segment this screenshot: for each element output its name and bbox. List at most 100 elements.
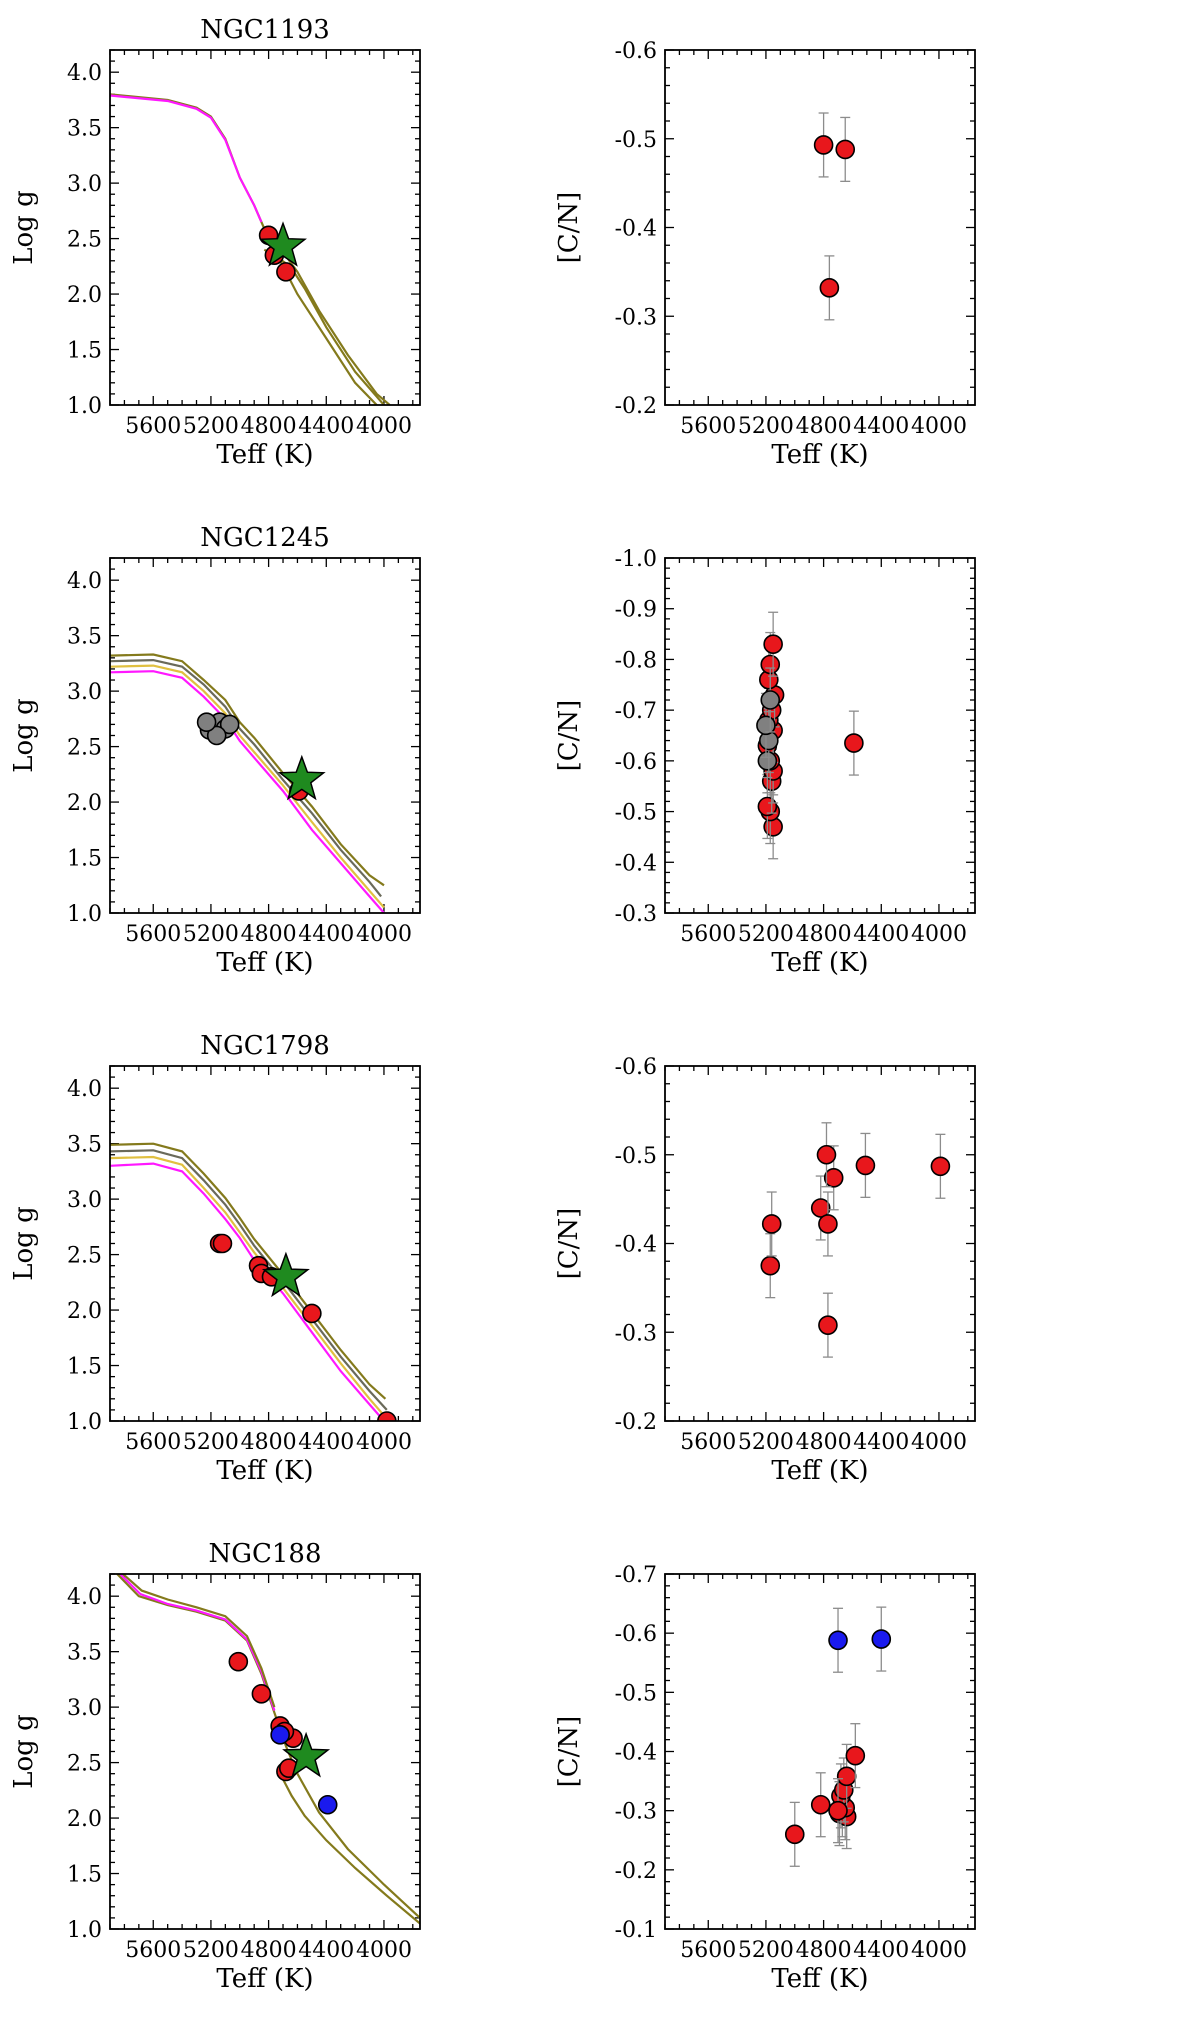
isochrone-line: [119, 1574, 276, 1711]
panel-title: NGC1193: [200, 15, 330, 45]
y-tick-label: 2.0: [67, 791, 102, 816]
y-tick-label: 1.0: [67, 1918, 102, 1943]
isochrone-line: [122, 1574, 276, 1708]
x-tick-label: 5600: [680, 1430, 736, 1455]
blue-star-marker: [828, 1630, 848, 1651]
x-tick-label: 5200: [183, 1430, 239, 1455]
y-tick-label: -0.8: [615, 648, 657, 673]
x-tick-label: 4400: [853, 414, 909, 439]
x-tick-label: 5600: [680, 1938, 736, 1963]
red-star-marker: [836, 1766, 857, 1787]
red-star-marker: [844, 733, 864, 753]
x-axis-label: Teff (K): [771, 1964, 868, 1994]
panel-title: NGC188: [208, 1539, 321, 1569]
y-tick-label: 3.0: [67, 1696, 102, 1721]
y-tick-label: -0.2: [615, 1859, 657, 1884]
panel-frame: [664, 557, 976, 914]
isochrone-line: [282, 1778, 420, 1925]
y-tick-label: -0.3: [615, 902, 657, 927]
x-tick-label: 4000: [911, 922, 967, 947]
y-tick-label: -0.7: [615, 1563, 657, 1588]
x-tick-label: 4800: [241, 1938, 297, 1963]
y-tick-label: 2.0: [67, 1807, 102, 1832]
x-tick-label: 5600: [125, 922, 181, 947]
panel-frame: [109, 1573, 421, 1930]
x-tick-label: 4000: [911, 1430, 967, 1455]
y-tick-label: -0.3: [615, 1321, 657, 1346]
y-axis-label: Log g: [9, 1206, 39, 1280]
plot-area: [784, 1606, 892, 1867]
red-star-marker: [835, 139, 856, 160]
gray-star-marker: [757, 751, 778, 771]
x-tick-label: 4000: [356, 1938, 412, 1963]
isochrone-line: [110, 94, 263, 223]
y-axis-label: [C/N]: [554, 192, 584, 264]
y-tick-label: 4.0: [67, 61, 102, 86]
x-tick-label: 5200: [183, 922, 239, 947]
y-tick-label: -0.3: [615, 305, 657, 330]
panel-logg-2: NGC1245 5600 5200 4800 4400 4000 1.0 1.5 2.0 2.5 3…: [9, 523, 421, 978]
x-axis-label: Teff (K): [771, 1456, 868, 1486]
x-tick-label: 4800: [241, 1430, 297, 1455]
y-tick-label: -0.4: [615, 851, 657, 876]
y-tick-label: 3.5: [67, 117, 102, 142]
y-tick-label: 4.0: [67, 1077, 102, 1102]
red-star-marker: [810, 1794, 831, 1815]
y-tick-label: 3.0: [67, 172, 102, 197]
x-axis-label: Teff (K): [216, 440, 313, 470]
y-tick-label: -0.3: [615, 1800, 657, 1825]
x-tick-label: 5600: [125, 1430, 181, 1455]
x-tick-label: 4000: [356, 922, 412, 947]
red-star-marker: [930, 1156, 951, 1177]
panel-frame: [109, 49, 421, 406]
y-tick-label: 3.5: [67, 1641, 102, 1666]
y-tick-label: 2.5: [67, 736, 102, 761]
x-tick-label: 4000: [356, 414, 412, 439]
red-star-marker: [302, 1303, 322, 1324]
red-star-marker: [855, 1155, 876, 1176]
x-tick-label: 5200: [183, 1938, 239, 1963]
plot-area: [110, 653, 385, 913]
panel-title: NGC1245: [200, 523, 330, 553]
y-tick-label: -0.4: [615, 1741, 657, 1766]
plot-area: [110, 93, 391, 405]
isochrone-line: [110, 658, 382, 898]
red-star-marker: [823, 1168, 844, 1188]
x-tick-label: 5600: [680, 922, 736, 947]
x-tick-label: 4800: [241, 414, 297, 439]
y-tick-label: -0.2: [615, 394, 657, 419]
gray-star-marker: [760, 690, 781, 710]
y-tick-label: -0.6: [615, 1055, 657, 1080]
y-tick-label: -0.5: [615, 128, 657, 153]
panel-frame: [664, 1573, 976, 1930]
y-axis-label: [C/N]: [554, 1716, 584, 1788]
panel-frame: [109, 1065, 421, 1422]
y-tick-label: -0.5: [615, 1681, 657, 1706]
y-tick-label: 2.0: [67, 283, 102, 308]
isochrone-line: [110, 93, 378, 405]
isochrone-line: [110, 1142, 387, 1400]
y-tick-label: 1.0: [67, 902, 102, 927]
green-star-marker: [277, 754, 326, 801]
y-tick-label: -1.0: [615, 547, 657, 572]
x-tick-label: 5200: [738, 922, 794, 947]
x-tick-label: 4800: [796, 1430, 852, 1455]
green-star-marker: [259, 221, 307, 267]
red-star-marker: [818, 1315, 838, 1335]
panel-frame: [109, 557, 421, 914]
isochrone-line: [110, 1155, 385, 1417]
panel-cn-4: 5600 5200 4800 4400 4000 -0.7 -0.6 -0.5 -0.4 -0.3…: [554, 1563, 976, 1994]
y-tick-label: -0.6: [615, 39, 657, 64]
y-tick-label: -0.6: [615, 750, 657, 775]
red-star-marker: [810, 1198, 831, 1218]
y-tick-label: -0.4: [615, 217, 657, 242]
x-axis-label: Teff (K): [216, 1456, 313, 1486]
x-tick-label: 4800: [796, 922, 852, 947]
panel-cn-2: 5600 5200 4800 4400 4000 -1.0 -0.9 -0.8 -0.7 -0.6…: [554, 547, 976, 978]
blue-star-marker: [270, 1725, 290, 1745]
x-tick-label: 5600: [125, 1938, 181, 1963]
y-tick-label: 1.0: [67, 1410, 102, 1435]
y-tick-label: 3.0: [67, 680, 102, 705]
y-tick-label: -0.4: [615, 1233, 657, 1258]
